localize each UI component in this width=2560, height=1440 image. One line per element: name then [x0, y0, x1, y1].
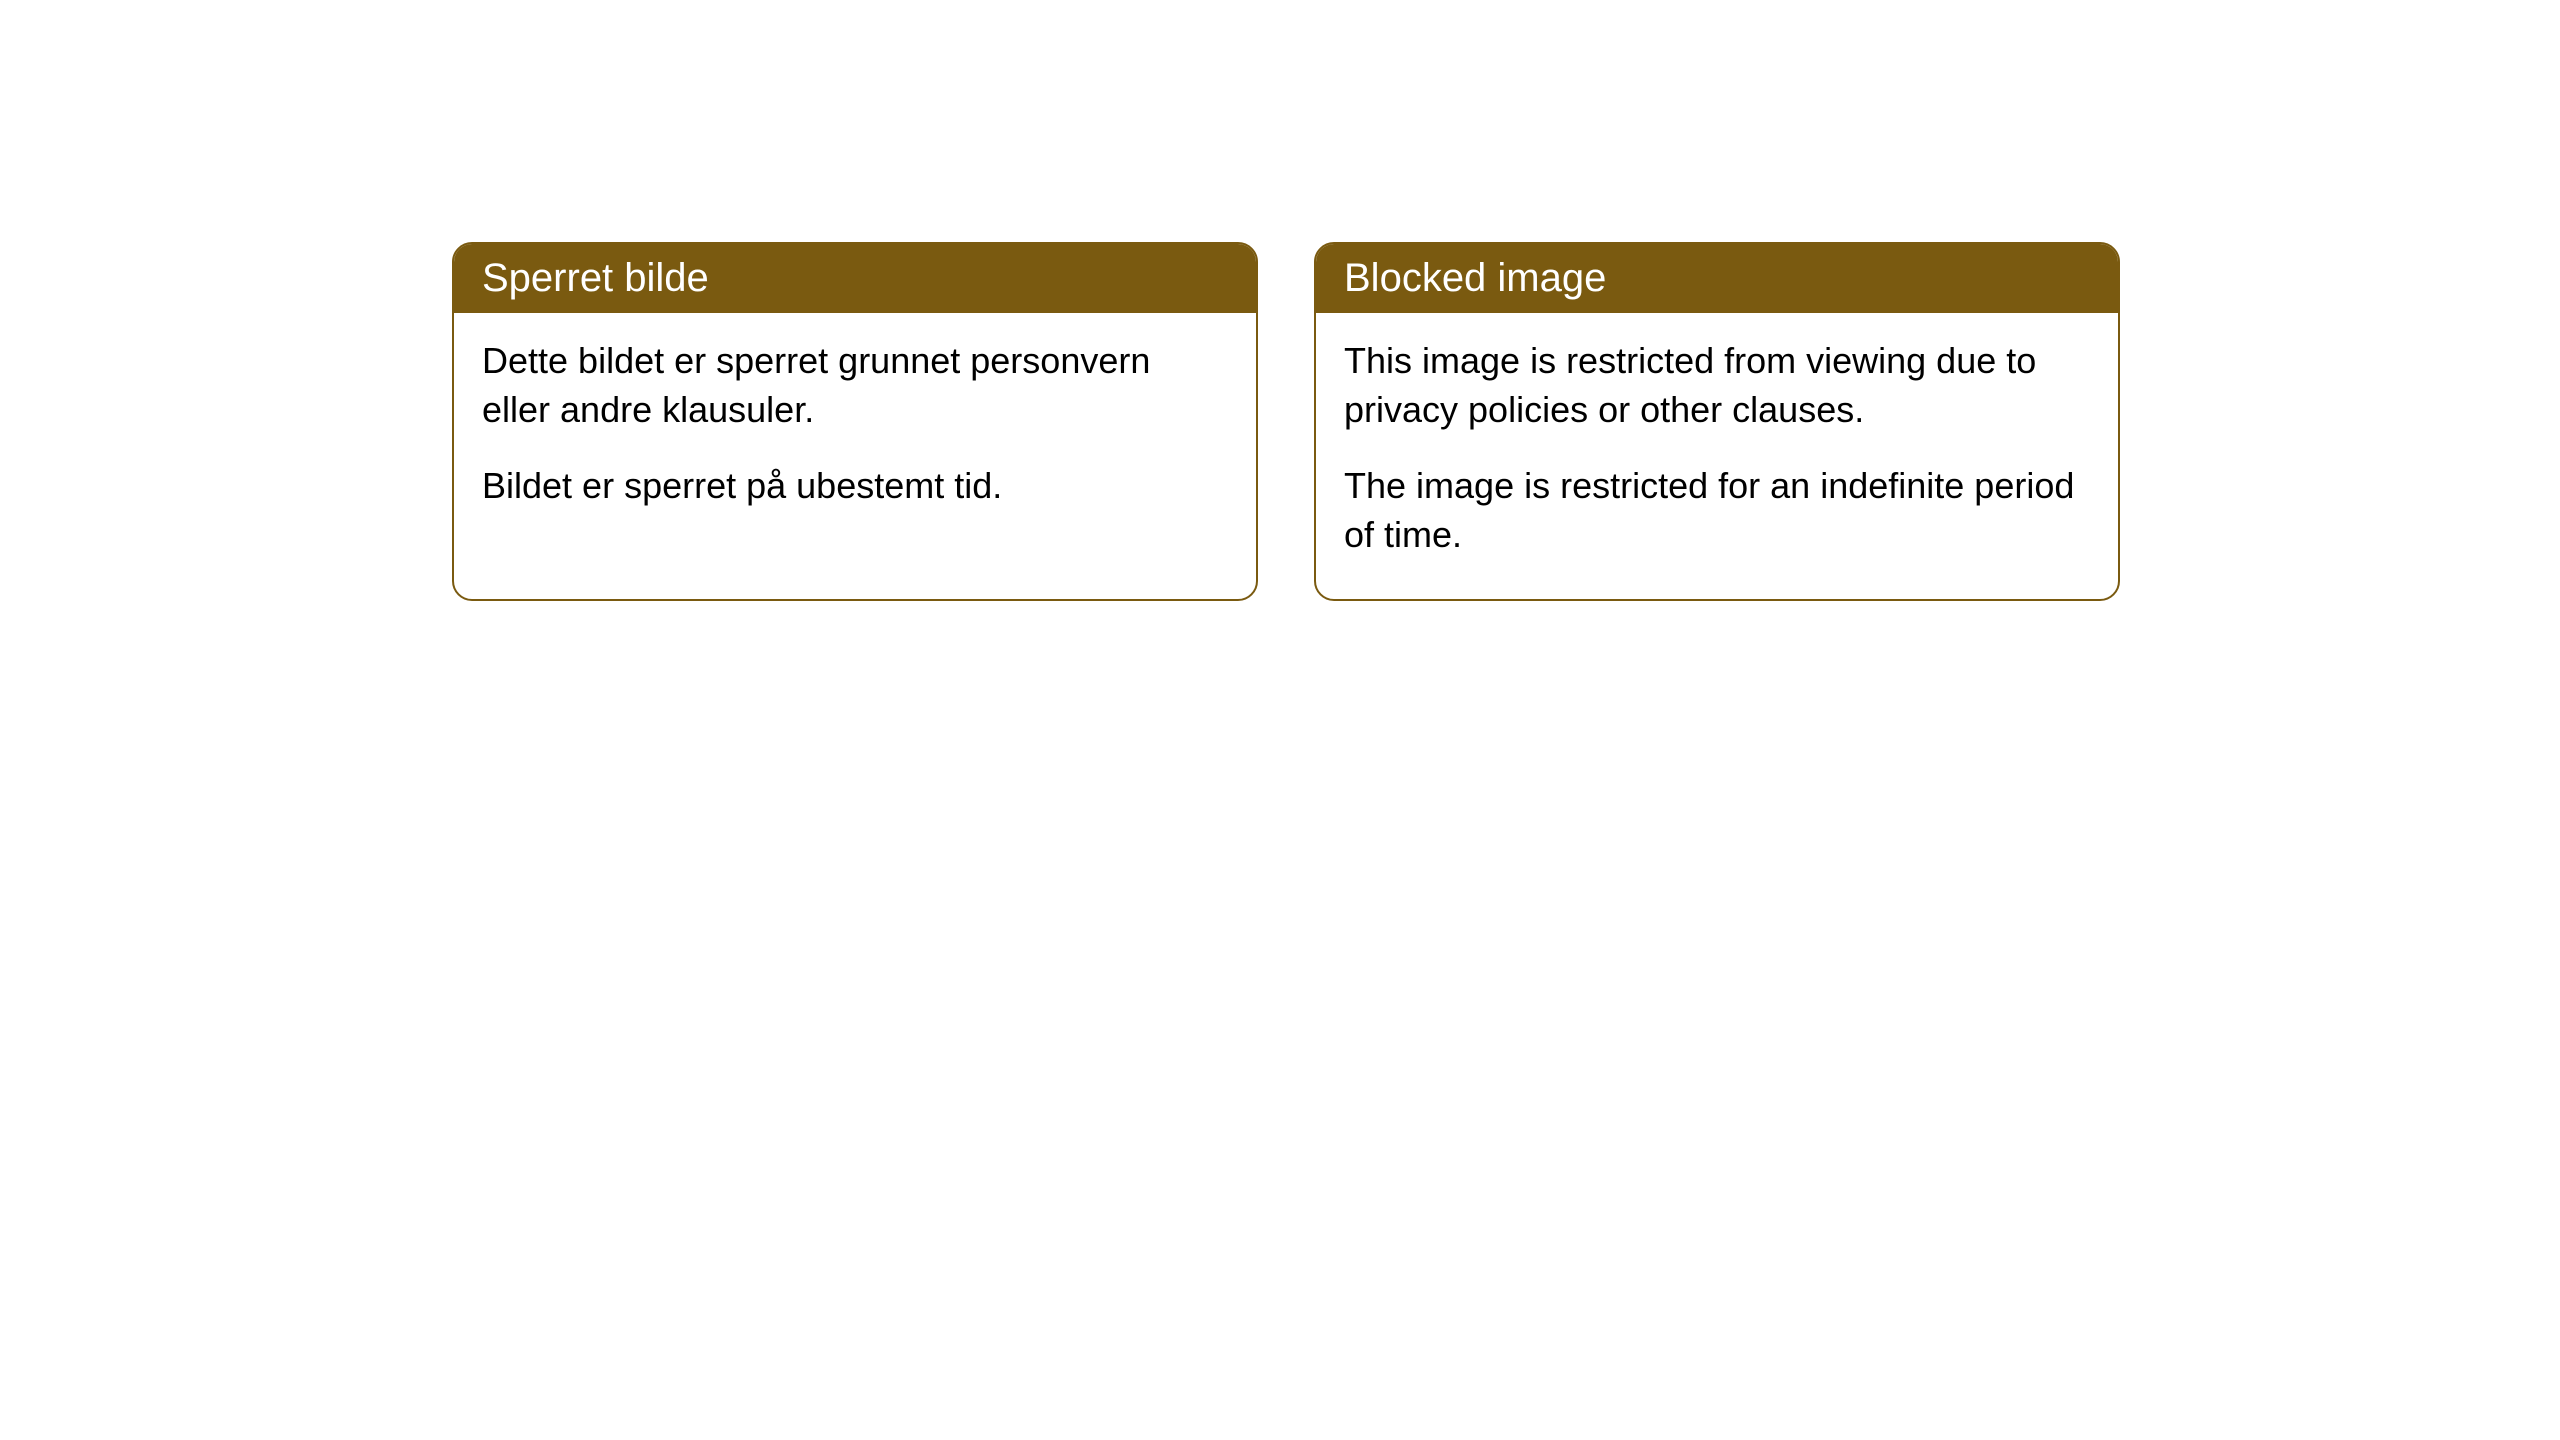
card-body-norwegian: Dette bildet er sperret grunnet personve…	[454, 313, 1256, 551]
card-paragraph: Bildet er sperret på ubestemt tid.	[482, 462, 1228, 511]
card-title: Sperret bilde	[482, 256, 709, 300]
notice-cards-container: Sperret bilde Dette bildet er sperret gr…	[452, 242, 2120, 601]
card-paragraph: The image is restricted for an indefinit…	[1344, 462, 2090, 559]
card-paragraph: This image is restricted from viewing du…	[1344, 337, 2090, 434]
blocked-image-card-english: Blocked image This image is restricted f…	[1314, 242, 2120, 601]
card-body-english: This image is restricted from viewing du…	[1316, 313, 2118, 599]
card-header-norwegian: Sperret bilde	[454, 244, 1256, 313]
card-paragraph: Dette bildet er sperret grunnet personve…	[482, 337, 1228, 434]
card-title: Blocked image	[1344, 256, 1606, 300]
blocked-image-card-norwegian: Sperret bilde Dette bildet er sperret gr…	[452, 242, 1258, 601]
card-header-english: Blocked image	[1316, 244, 2118, 313]
